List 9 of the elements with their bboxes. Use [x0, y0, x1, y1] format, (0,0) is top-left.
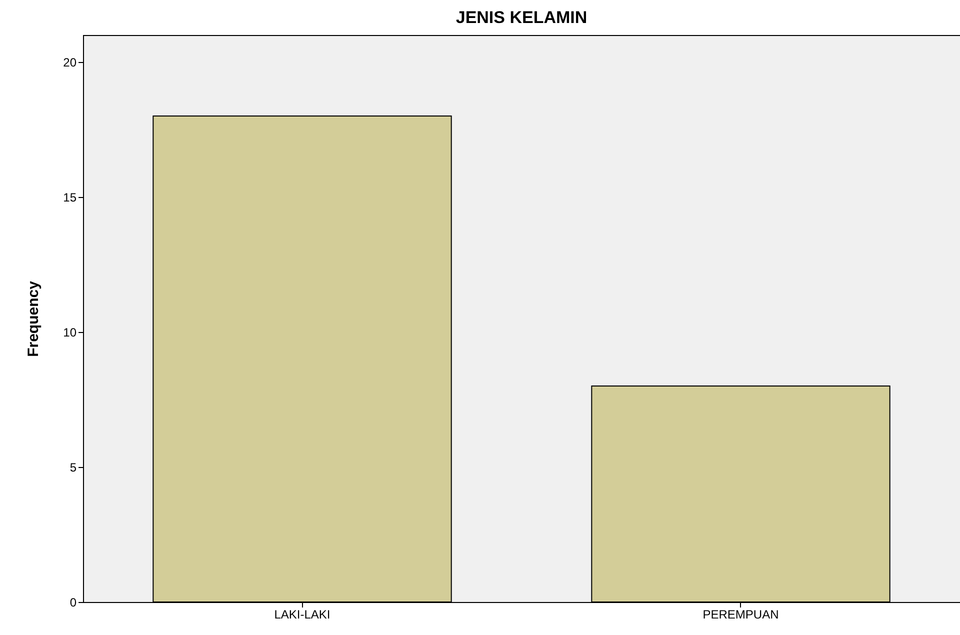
x-tick-label: LAKI-LAKI	[274, 608, 330, 622]
y-tick-label: 5	[70, 460, 77, 474]
y-tick-label: 0	[70, 596, 77, 610]
x-tick-label: PEREMPUAN	[702, 608, 779, 622]
y-tick-label: 10	[63, 326, 77, 340]
y-axis-title: Frequency	[25, 280, 42, 357]
y-tick-label: 20	[63, 56, 77, 70]
y-tick-label: 15	[63, 190, 77, 204]
chart-title: JENIS KELAMIN	[456, 8, 588, 27]
